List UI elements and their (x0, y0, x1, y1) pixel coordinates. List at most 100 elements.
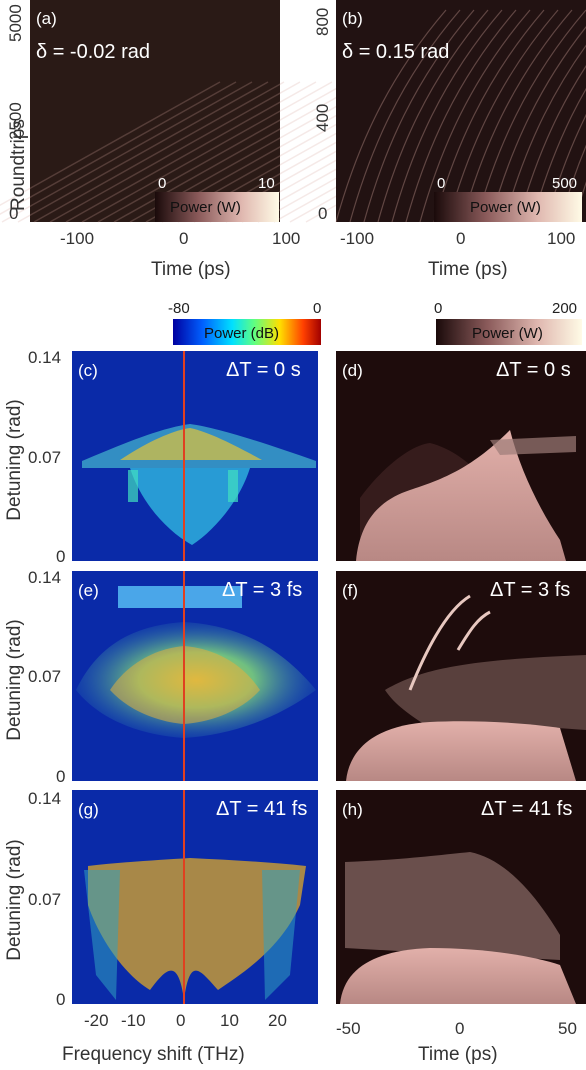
panel-g-label: (g) (78, 800, 99, 819)
panel-g-comb-edge-right (262, 870, 300, 1000)
panel-a-annotation: δ = -0.02 rad (36, 41, 150, 63)
colorbar-spectral: -80 0 Power (dB) (168, 300, 321, 345)
panel-h-pulse (340, 948, 576, 1004)
panel-b-annotation: δ = 0.15 rad (342, 41, 449, 63)
panel-g-xtick-m20: -20 (84, 1011, 109, 1030)
panel-g-comb (88, 858, 306, 1000)
panel-f-chaos-band (385, 655, 586, 730)
panel-g-annotation: ΔT = 41 fs (216, 798, 307, 820)
panel-a-trace (33, 81, 285, 223)
panel-c-ytick-007: 0.07 (28, 448, 61, 467)
panel-f-soliton-step-1 (408, 594, 471, 691)
panel-e: (e) ΔT = 3 fs 0.14 0.07 0 Detuning (rad) (4, 568, 318, 786)
panel-f-label: (f) (342, 581, 358, 600)
panel-a-trace (0, 81, 221, 207)
panel-b-trace (573, 181, 586, 223)
panel-b-trace (391, 9, 503, 223)
panel-g-xtick-20: 20 (268, 1011, 287, 1030)
panel-c-comb-lower (130, 468, 250, 545)
panel-h: (h) ΔT = 41 fs -50 0 50 Time (ps) (336, 790, 586, 1065)
panel-b-trace (363, 9, 475, 223)
panel-c-ytick-0: 0 (56, 547, 65, 566)
panel-d-annotation: ΔT = 0 s (496, 359, 571, 381)
panel-a-ytick-0: 0 (9, 204, 18, 223)
colorbar-temporal: 0 200 Power (W) (434, 300, 582, 345)
panel-b-trace (349, 9, 461, 223)
panel-a-ylabel: Roundtrips (8, 119, 29, 211)
panel-a-xlabel: Time (ps) (151, 259, 231, 280)
panel-g-xtick-10: 10 (220, 1011, 239, 1030)
panel-a-xtick-m100: -100 (60, 229, 94, 248)
panel-a-trace (97, 81, 349, 223)
panel-b-colorbar-max: 500 (552, 175, 577, 192)
panel-c-label: (c) (78, 361, 98, 380)
panel-g-ytick-0: 0 (56, 990, 65, 1009)
panel-a-colorbar-label: Power (W) (170, 199, 241, 216)
panel-c-sideband-right (228, 470, 238, 502)
panel-g-xtick-0: 0 (176, 1011, 185, 1030)
panel-a-xtick-100: 100 (272, 229, 300, 248)
panel-h-label: (h) (342, 800, 363, 819)
panel-h-chaos-band (345, 852, 560, 960)
panel-a-colorbar-max: 10 (258, 175, 275, 192)
panel-b-trace (377, 9, 489, 223)
panel-e-label: (e) (78, 581, 99, 600)
panel-a-trace (1, 81, 253, 223)
colorbar-temporal-max: 200 (552, 300, 577, 317)
panel-b-ytick-400: 400 (313, 104, 332, 132)
panel-a-colorbar-min: 0 (158, 175, 166, 192)
panel-b-xtick-0: 0 (456, 229, 465, 248)
panel-b-plot (336, 0, 586, 222)
panel-d-label: (d) (342, 361, 363, 380)
panel-f: (f) ΔT = 3 fs (336, 571, 586, 781)
panel-d: (d) ΔT = 0 s (336, 351, 586, 561)
panel-g-comb-edge (84, 870, 120, 1000)
panel-b-colorbar (434, 192, 582, 222)
panel-b-ytick-800: 800 (313, 8, 332, 36)
colorbar-temporal-min: 0 (434, 300, 442, 317)
panel-c-annotation: ΔT = 0 s (226, 359, 301, 381)
panel-f-pulse (346, 721, 576, 781)
panel-a-colorbar (155, 192, 279, 222)
panel-b-trace (405, 9, 517, 223)
panel-a-trace (17, 81, 269, 223)
panel-c: (c) ΔT = 0 s 0.14 0.07 0 Detuning (rad) (4, 348, 318, 566)
panel-g-xlabel: Frequency shift (THz) (62, 1044, 245, 1065)
colorbar-spectral-max: 0 (313, 300, 321, 317)
panel-a-trace (81, 81, 333, 223)
panel-b-xlabel: Time (ps) (428, 259, 508, 280)
panel-d-pulse (356, 430, 566, 561)
panel-h-xtick-50: 50 (558, 1019, 577, 1038)
panel-b-xtick-100: 100 (547, 229, 575, 248)
panel-a-ytick-5000: 5000 (6, 4, 25, 42)
panel-b-ytick-0: 0 (318, 204, 327, 223)
panel-a-ytick-2500: 2500 (6, 102, 25, 140)
panel-d-comb-band (490, 436, 576, 455)
panel-b: 0 500 Power (W) (b) δ = 0.15 rad 800 400… (313, 0, 586, 280)
panel-g-ylabel: Detuning (rad) (4, 839, 25, 960)
panel-g: (g) ΔT = 41 fs 0.14 0.07 0 Detuning (rad… (4, 789, 318, 1065)
panel-g-xtick-m10: -10 (121, 1011, 146, 1030)
panel-e-ytick-0: 0 (56, 767, 65, 786)
panel-b-label: (b) (342, 9, 363, 28)
panel-b-xtick-m100: -100 (340, 229, 374, 248)
panel-a-trace (65, 81, 317, 223)
panel-c-comb-core (120, 428, 262, 460)
colorbar-spectral-bar (173, 319, 321, 345)
panel-e-ylabel: Detuning (rad) (4, 619, 25, 740)
panel-c-ytick-014: 0.14 (28, 348, 61, 367)
panel-a-plot (30, 0, 280, 222)
colorbar-spectral-min: -80 (168, 300, 190, 317)
panel-b-trace (335, 9, 447, 223)
panel-b-trace (419, 9, 531, 223)
panel-c-sideband-left (128, 470, 138, 502)
panel-e-ytick-014: 0.14 (28, 568, 61, 587)
panel-h-annotation: ΔT = 41 fs (481, 798, 572, 820)
panel-b-colorbar-label: Power (W) (470, 199, 541, 216)
panel-e-ytick-007: 0.07 (28, 667, 61, 686)
colorbar-temporal-bar (436, 319, 582, 345)
colorbar-temporal-label: Power (W) (472, 325, 543, 342)
panel-a-trace (49, 81, 301, 223)
panel-e-annotation: ΔT = 3 fs (222, 579, 302, 601)
